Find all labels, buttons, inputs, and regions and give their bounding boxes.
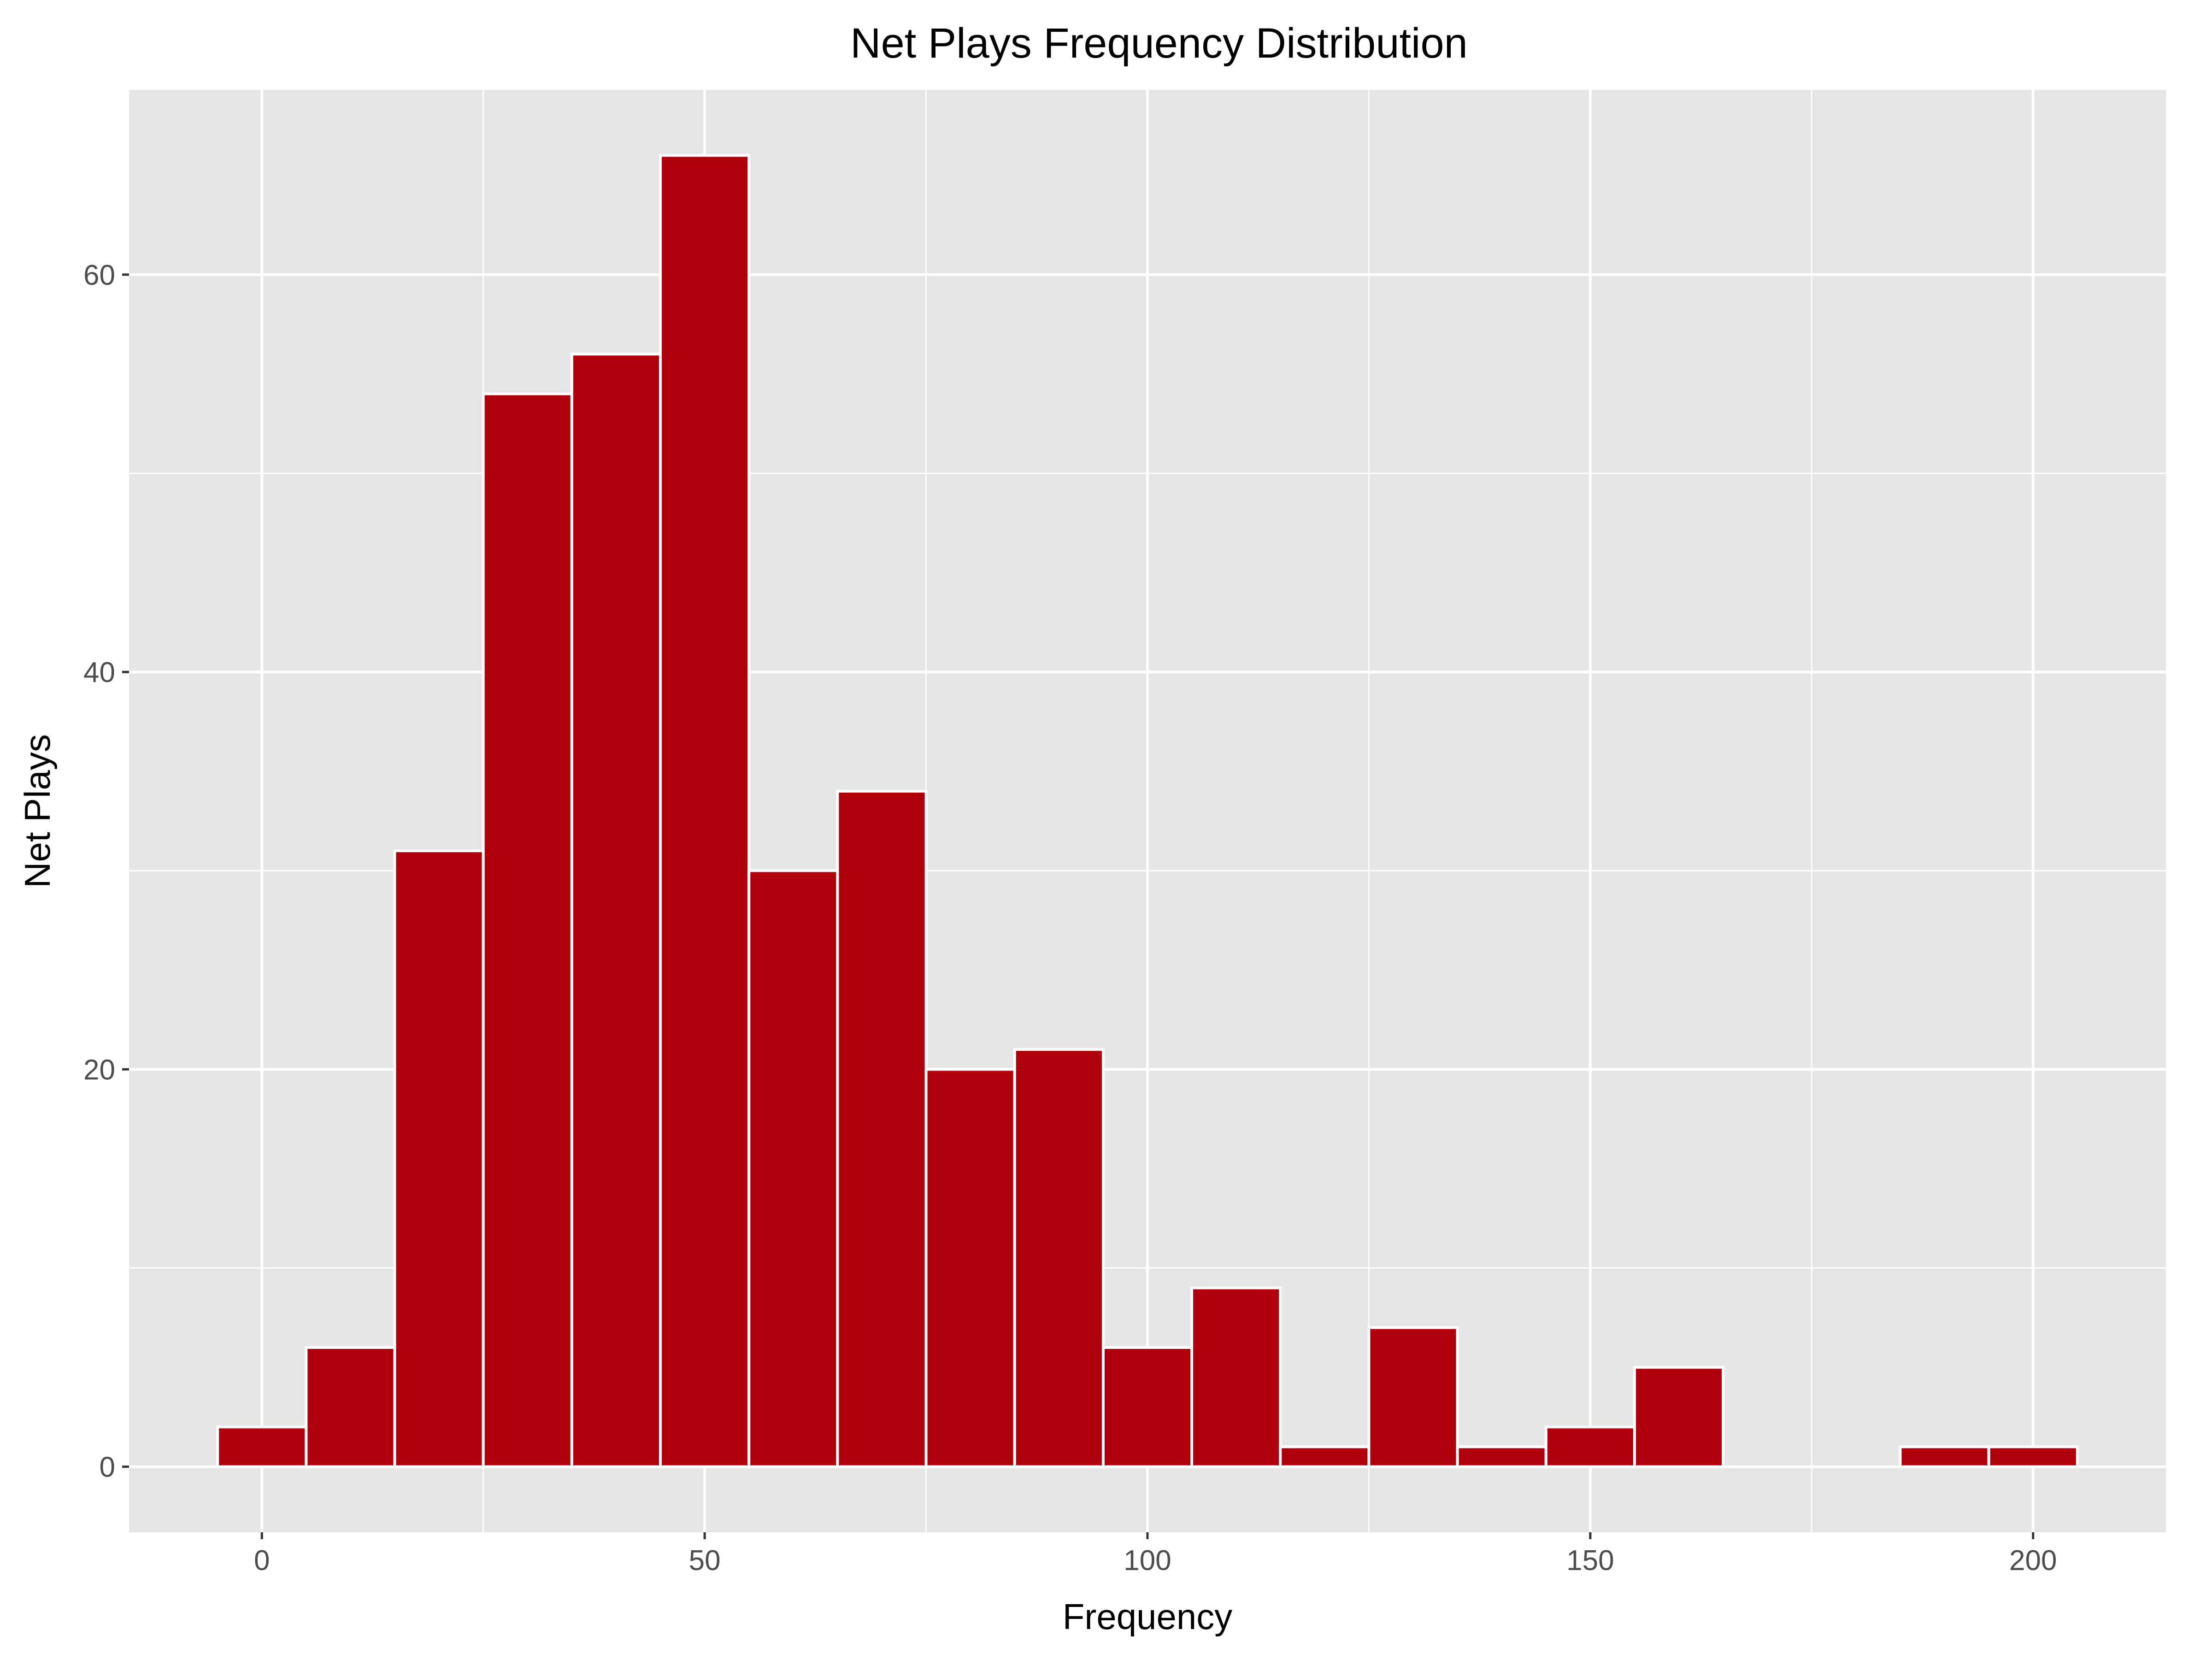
chart-title: Net Plays Frequency Distribution [850,20,1468,67]
x-tick-label: 200 [2009,1545,2057,1577]
x-tick-label: 0 [254,1545,270,1577]
y-axis-title: Net Plays [17,734,58,888]
y-tick-label: 20 [83,1054,115,1086]
histogram-bar [305,1346,396,1468]
histogram-bar [216,1425,308,1468]
y-tick-label: 40 [83,657,115,688]
x-tick-label: 150 [1566,1545,1614,1577]
histogram-bar [1101,1346,1194,1468]
histogram-bar [393,849,485,1468]
histogram-bars [216,154,2079,1468]
histogram-bar [1013,1048,1105,1468]
x-axis-ticks: 0 50 100 150 200 [254,1532,2057,1577]
x-tick-label: 50 [689,1545,721,1577]
y-tick-label: 0 [100,1452,115,1483]
histogram-bar [482,392,573,1468]
histogram-bar [747,869,839,1468]
y-tick-label: 60 [83,259,115,291]
histogram-bar [1456,1445,1547,1468]
histogram-bar [1633,1366,1725,1468]
histogram-bar [836,789,928,1468]
histogram-bar [570,353,662,1468]
histogram-bar [1544,1425,1636,1468]
histogram-bar [1367,1326,1459,1468]
x-tick-label: 100 [1124,1545,1171,1577]
x-axis-title: Frequency [1063,1596,1233,1637]
histogram-bar [1987,1445,2079,1468]
histogram-bar [924,1068,1016,1468]
histogram-bar [659,154,751,1468]
histogram-bar [1899,1445,1990,1468]
histogram-bar [1190,1286,1282,1468]
histogram-bar [1279,1445,1371,1468]
y-axis-ticks: 0 20 40 60 [83,259,129,1483]
